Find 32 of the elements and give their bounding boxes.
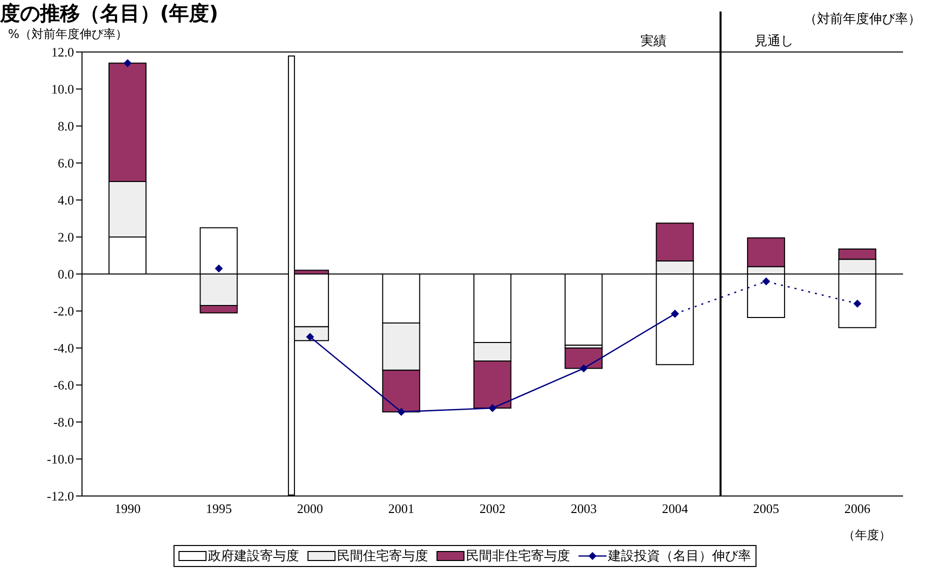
y-tick-label: 2.0 (58, 230, 74, 245)
y-tick-label: -8.0 (53, 414, 74, 430)
y-tick-label: 8.0 (58, 118, 74, 134)
y-tick-label: 12.0 (51, 44, 74, 60)
x-tick-label: 2006 (844, 501, 871, 516)
x-axis-title: （年度） (843, 527, 891, 544)
y-tick-label: -2.0 (53, 304, 74, 319)
x-tick-label: 2004 (662, 501, 688, 516)
y-tick-label: 4.0 (58, 192, 74, 208)
x-tick-label: 2003 (570, 501, 597, 516)
y-tick-label: -4.0 (53, 340, 74, 356)
y-tick-label: -12.0 (46, 488, 74, 504)
x-tick-label: 2001 (388, 501, 414, 516)
text: 実績 (640, 33, 667, 50)
legend-label: 民間住宅寄与度 (337, 548, 428, 565)
y-axis-title: %（対前年度伸び率） (8, 26, 128, 43)
legend-label: 建設投資（名目）伸び率 (608, 548, 751, 565)
x-tick-label: 2005 (753, 501, 780, 516)
x-tick-label: 1995 (206, 501, 232, 516)
x-tick-label: 1990 (114, 501, 141, 516)
legend-label: 政府建設寄与度 (208, 548, 299, 565)
text: （対前年度伸び率） (804, 11, 921, 28)
legend-label: 民間非住宅寄与度 (466, 548, 570, 565)
chart-title: 度の推移（名目）(年度) (0, 0, 218, 27)
y-tick-label: -6.0 (53, 378, 74, 393)
y-tick-label: 6.0 (58, 156, 74, 171)
x-tick-label: 2000 (297, 501, 324, 516)
x-tick-label: 2002 (480, 501, 506, 516)
y-tick-label: -10.0 (46, 452, 74, 467)
y-tick-label: 0.0 (58, 266, 74, 282)
y-tick-label: 10.0 (51, 82, 74, 97)
text: 見通し (754, 33, 794, 50)
